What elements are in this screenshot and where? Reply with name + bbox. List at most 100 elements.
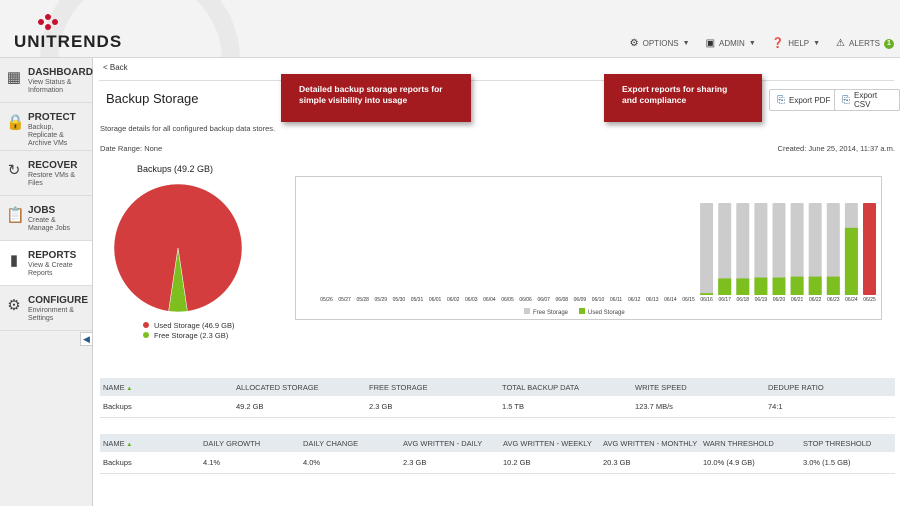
column-header[interactable]: AVG WRITTEN - WEEKLY — [500, 439, 600, 448]
column-header[interactable]: DAILY CHANGE — [300, 439, 400, 448]
sidebar-item-reports[interactable]: ▮ REPORTS View & Create Reports — [0, 241, 92, 286]
sidebar-item-dashboard[interactable]: ▦ DASHBOARD View Status & Information — [0, 58, 93, 103]
sidebar-item-protect[interactable]: 🔒 PROTECT Backup, Replicate & Archive VM… — [0, 103, 92, 151]
bar-used-06/23 — [826, 276, 840, 295]
sidebar-item-sub: Information — [28, 87, 64, 94]
sidebar-item-sub: Reports — [28, 270, 53, 277]
column-header-label: AVG WRITTEN - DAILY — [403, 438, 483, 448]
sidebar-item-label: JOBS — [28, 205, 56, 216]
column-header-label: DAILY CHANGE — [303, 438, 359, 448]
admin-menu[interactable]: ▣ ADMIN ▼ — [706, 38, 756, 49]
legend-item-used: Used Storage (46.9 GB) — [143, 320, 234, 330]
collapse-sidebar-button[interactable]: ◀ — [80, 332, 93, 346]
options-icon: ⚙ — [629, 38, 639, 49]
sidebar-item-sub: Environment & — [28, 307, 74, 314]
table-cell: 4.0% — [303, 458, 321, 467]
x-tick-label: 06/06 — [519, 297, 532, 303]
clipboard-icon: 📋 — [6, 207, 25, 224]
x-tick-label: 06/19 — [755, 297, 768, 303]
sidebar-item-label: CONFIGURE — [28, 295, 88, 306]
sidebar-item-label: REPORTS — [28, 250, 77, 261]
logo-dots-icon — [38, 14, 58, 30]
column-header[interactable]: AVG WRITTEN - DAILY — [400, 439, 500, 448]
x-tick-label: 06/01 — [429, 297, 442, 303]
column-header[interactable]: AVG WRITTEN - MONTHLY — [600, 439, 700, 448]
column-header-label: STOP THRESHOLD — [803, 438, 872, 448]
x-tick-label: 06/23 — [827, 297, 840, 303]
column-header-label: FREE STORAGE — [369, 382, 428, 392]
sidebar-item-label: PROTECT — [28, 112, 76, 123]
export-pdf-label: Export PDF — [789, 95, 831, 105]
column-header[interactable]: DEDUPE RATIO — [765, 383, 895, 392]
bar-used-06/22 — [808, 276, 822, 295]
table-row: Backups 49.2 GB 2.3 GB 1.5 TB 123.7 MB/s 74:1 — [100, 396, 895, 418]
column-header-label: TOTAL BACKUP DATA — [502, 382, 579, 392]
column-header-label: DAILY GROWTH — [203, 438, 261, 448]
x-tick-label: 06/17 — [718, 297, 731, 303]
arrow-left-icon: ◀ — [83, 333, 90, 344]
table-row: Backups 4.1% 4.0% 2.3 GB 10.2 GB 20.3 GB 10.0%… — [100, 452, 895, 474]
gear-icon: ⚙ — [7, 297, 21, 314]
table-cell: 10.0% (4.9 GB) — [703, 458, 755, 467]
bar-chart-icon: ▮ — [9, 252, 19, 269]
column-header[interactable]: NAME ▲ — [100, 439, 200, 448]
x-tick-label: 06/24 — [845, 297, 858, 303]
column-header-label: WRITE SPEED — [635, 382, 687, 392]
column-header-label: AVG WRITTEN - WEEKLY — [503, 438, 592, 448]
chevron-down-icon: ▼ — [682, 40, 690, 47]
help-menu[interactable]: ❓ HELP ▼ — [772, 38, 820, 49]
column-header[interactable]: ALLOCATED STORAGE — [233, 383, 366, 392]
x-tick-label: 06/13 — [646, 297, 659, 303]
sidebar-item-sub: Archive VMs — [28, 140, 68, 147]
x-tick-label: 06/25 — [863, 297, 876, 303]
column-header[interactable]: STOP THRESHOLD — [800, 439, 895, 448]
alerts-menu[interactable]: ⚠ ALERTS 1 — [836, 38, 894, 49]
sidebar-item-jobs[interactable]: 📋 JOBS Create & Manage Jobs — [0, 196, 92, 241]
export-pdf-button[interactable]: ⎘ Export PDF — [769, 89, 839, 111]
legend-swatch — [524, 308, 530, 314]
column-header[interactable]: WARN THRESHOLD — [700, 439, 800, 448]
options-menu[interactable]: ⚙ OPTIONS ▼ — [630, 38, 690, 49]
sort-ascending-icon: ▲ — [124, 441, 133, 448]
x-tick-label: 06/21 — [791, 297, 804, 303]
alert-icon: ⚠ — [836, 38, 846, 49]
export-icon: ⎘ — [777, 94, 785, 106]
column-header[interactable]: DAILY GROWTH — [200, 439, 300, 448]
bar-free-06/20 — [772, 203, 786, 295]
column-header[interactable]: WRITE SPEED — [632, 383, 765, 392]
table-cell: 20.3 GB — [603, 458, 631, 467]
x-tick-label: 06/02 — [447, 297, 460, 303]
brand-name: UNITRENDS — [14, 32, 123, 51]
export-icon: ⎘ — [842, 94, 850, 106]
column-header[interactable]: FREE STORAGE — [366, 383, 499, 392]
top-bar: UNITRENDS ⚙ OPTIONS ▼ ▣ ADMIN ▼ ❓ HELP ▼ ⚠ ALER… — [0, 0, 900, 58]
bar-free-06/16 — [700, 203, 714, 295]
brand-logo[interactable]: UNITRENDS — [14, 14, 134, 51]
main-content: < Back Backup Storage Detailed backup st… — [93, 58, 900, 506]
back-link[interactable]: < Back — [103, 63, 128, 72]
sidebar-item-sub: Backup, — [28, 124, 54, 131]
column-header-label: DEDUPE RATIO — [768, 382, 824, 392]
storage-summary-table: NAME ▲ ALLOCATED STORAGE FREE STORAGE TOTAL… — [100, 378, 895, 418]
alerts-count-badge: 1 — [884, 38, 894, 49]
created-timestamp: Created: June 25, 2014, 11:37 a.m. — [777, 144, 895, 153]
sidebar-item-label: RECOVER — [28, 160, 78, 171]
feature-callout-export: Export reports for sharing and complianc… — [604, 74, 762, 122]
sidebar-item-configure[interactable]: ⚙ CONFIGURE Environment & Settings — [0, 286, 92, 331]
table-body: Backups 4.1% 4.0% 2.3 GB 10.2 GB 20.3 GB 10.0%… — [100, 452, 895, 474]
sidebar: ▦ DASHBOARD View Status & Information 🔒 … — [0, 58, 93, 506]
table-cell: 2.3 GB — [369, 402, 393, 411]
export-csv-button[interactable]: ⎘ Export CSV — [834, 89, 900, 111]
x-tick-label: 06/05 — [501, 297, 514, 303]
sidebar-item-recover[interactable]: ↻ RECOVER Restore VMs & Files — [0, 151, 92, 196]
column-header[interactable]: NAME ▲ — [100, 383, 233, 392]
pie-legend: Used Storage (46.9 GB) Free Storage (2.3… — [143, 320, 234, 340]
sidebar-item-sub: View Status & — [28, 79, 72, 86]
column-header[interactable]: TOTAL BACKUP DATA — [499, 383, 632, 392]
table-body: Backups 49.2 GB 2.3 GB 1.5 TB 123.7 MB/s 74:1 — [100, 396, 895, 418]
table-cell: 49.2 GB — [236, 402, 264, 411]
x-tick-label: 06/11 — [610, 297, 622, 303]
used-swatch — [143, 322, 149, 328]
x-tick-label: 06/12 — [628, 297, 641, 303]
legend-item-free: Free Storage (2.3 GB) — [143, 330, 234, 340]
